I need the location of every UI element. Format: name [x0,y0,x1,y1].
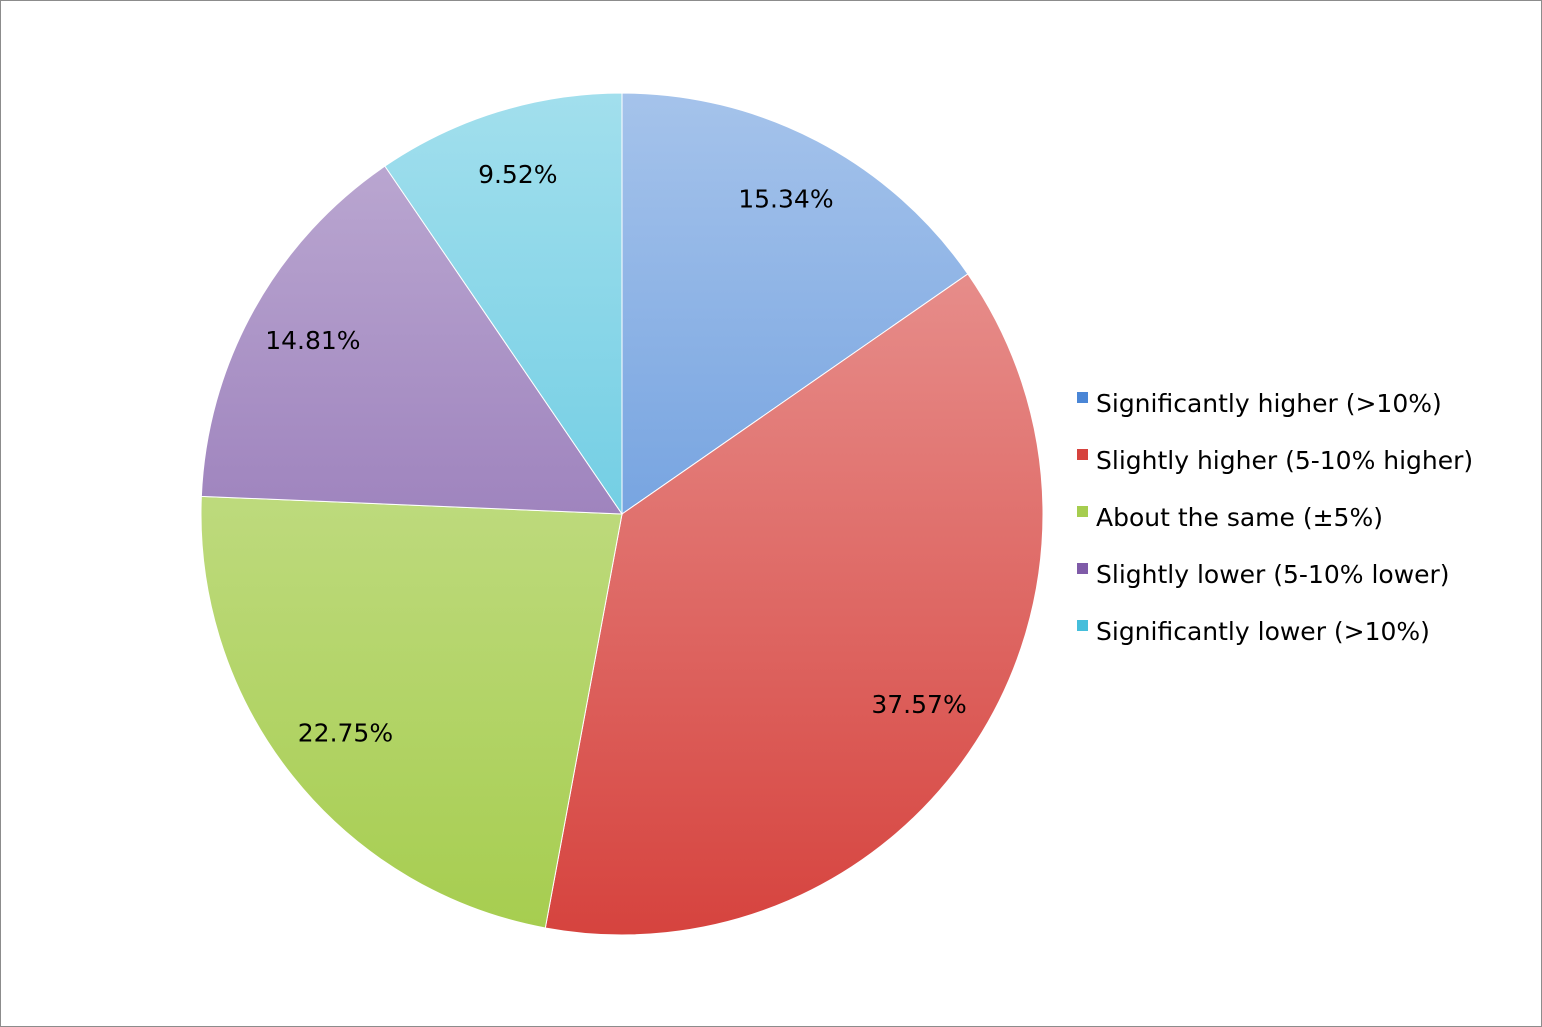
data-label: 9.52% [478,160,557,189]
pie-slice [544,273,1044,936]
legend-swatch [1077,506,1088,517]
data-label: 14.81% [265,326,360,355]
legend-swatch [1077,620,1088,631]
data-label: 22.75% [298,718,393,747]
legend-swatch [1077,563,1088,574]
pie-slice [621,92,969,515]
pie-slice [200,165,623,515]
legend-swatch [1077,392,1088,403]
legend-label: About the same (±5%) [1096,503,1383,532]
pie-slice [384,92,623,516]
legend-label: Significantly lower (>10%) [1096,617,1430,646]
pie-slice [200,495,623,929]
legend-label: Slightly lower (5-10% lower) [1096,560,1450,589]
legend-label: Significantly higher (>10%) [1096,389,1442,418]
data-label: 37.57% [871,690,966,719]
legend-swatch [1077,449,1088,460]
legend-label: Slightly higher (5-10% higher) [1096,446,1473,475]
data-label: 15.34% [738,185,833,214]
